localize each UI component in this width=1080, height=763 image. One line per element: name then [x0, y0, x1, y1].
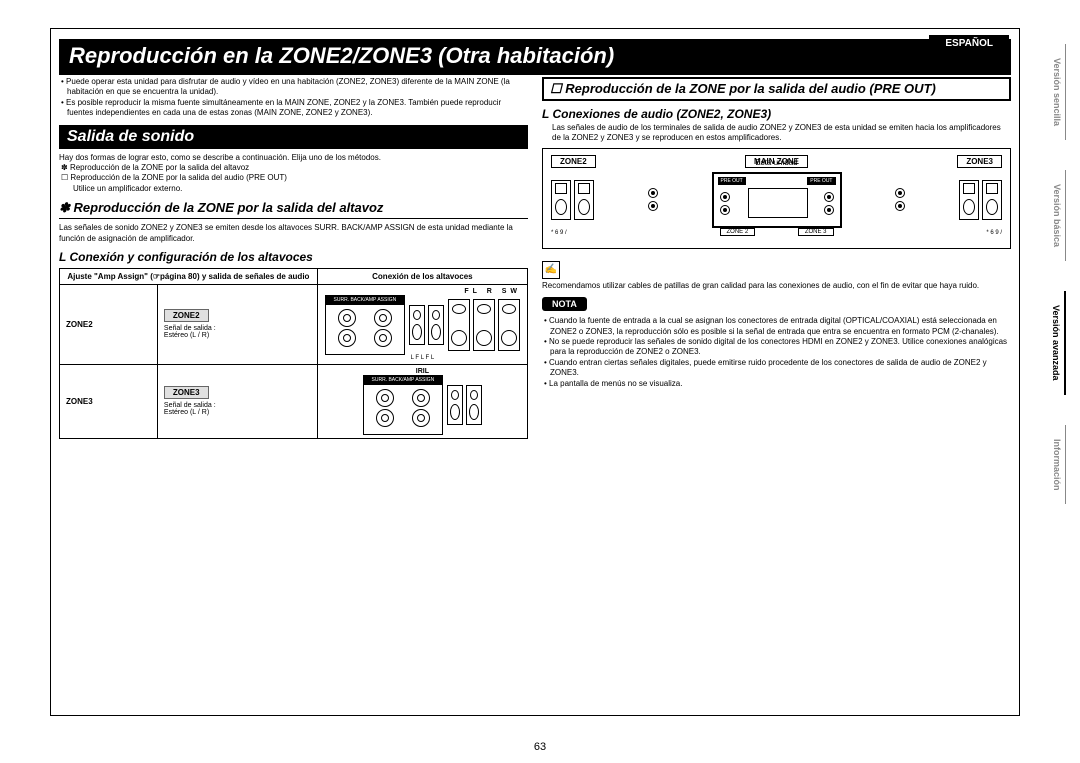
sub-l2-body: Las señales de audio de los terminales d…: [542, 123, 1011, 144]
side-tab-basica[interactable]: Versión básica: [1048, 170, 1066, 261]
language-tab: ESPAÑOL: [929, 35, 1009, 52]
page: ESPAÑOL Reproducción en la ZONE2/ZONE3 (…: [0, 0, 1080, 763]
lr-labels: L F L F L: [324, 355, 521, 361]
left-column: • Puede operar esta unidad para disfruta…: [59, 77, 528, 439]
side-tab-sencilla[interactable]: Versión sencilla: [1048, 44, 1066, 140]
th-amp-assign: Ajuste "Amp Assign" (☞página 80) y salid…: [60, 268, 318, 284]
nota-text: Cuando entran ciertas señales digitales,…: [549, 358, 987, 377]
salida-option: ✽ Reproducción de la ZONE por la salida …: [59, 163, 528, 173]
connection-row: Esta unidad PRE OUT PRE OUT ZONE 2 ZONE …: [551, 172, 1002, 228]
nota-bullet: • Cuando la fuente de entrada a la cual …: [542, 316, 1011, 337]
salida-opt-note: Utilice un amplificador externo.: [59, 184, 528, 194]
nota-label: NOTA: [542, 297, 587, 311]
signal-text: Señal de salida : Estéreo (L / R): [164, 402, 311, 416]
amp-caption: SURR. BACK/AMP ASSIGN: [364, 376, 442, 385]
two-column-layout: • Puede operar esta unidad para disfruta…: [59, 77, 1011, 439]
config-table: Ajuste "Amp Assign" (☞página 80) y salid…: [59, 268, 528, 439]
hand-note-row: ✍: [542, 255, 1011, 279]
subhead-star: ✽ Reproducción de la ZONE por la salida …: [59, 200, 528, 219]
zone3-speakers: [959, 180, 1002, 220]
rca-pair: [648, 188, 658, 211]
th-conexion: Conexión de los altavoces: [317, 268, 527, 284]
table-row: ZONE3 ZONE3 Señal de salida : Estéreo (L…: [60, 364, 528, 438]
zone2-speakers: [551, 180, 594, 220]
diag-toplabel: FL R SW: [324, 288, 521, 295]
nota-text: Cuando la fuente de entrada a la cual se…: [549, 316, 999, 335]
speaker-diagram: SURR. BACK/AMP ASSIGN: [324, 375, 521, 435]
speaker-diagram: SURR. BACK/AMP ASSIGN: [324, 295, 521, 355]
subhead-l2: L Conexiones de audio (ZONE2, ZONE3): [542, 107, 1011, 121]
cell-zone: ZONE3: [60, 364, 158, 438]
amp-box: SURR. BACK/AMP ASSIGN: [363, 375, 443, 435]
cell-zone: ZONE2: [60, 284, 158, 364]
side-tab-informacion[interactable]: Información: [1048, 425, 1066, 505]
intro-text-1: Puede operar esta unidad para disfrutar …: [66, 77, 510, 96]
cell-diagram: IRIL SURR. BACK/AMP ASSIGN: [317, 364, 527, 438]
label-zone2: ZONE2: [551, 155, 596, 168]
intro-bullet: • Puede operar esta unidad para disfruta…: [59, 77, 528, 98]
diag-toplabel: IRIL: [324, 368, 521, 375]
zone3-foot: ZONE 3: [798, 228, 834, 236]
opt1: Reproducción de la ZONE por la salida de…: [70, 163, 249, 172]
ref-right: * 6 9 /: [986, 230, 1002, 236]
content-frame: ESPAÑOL Reproducción en la ZONE2/ZONE3 (…: [50, 28, 1020, 716]
opt2: Reproducción de la ZONE por la salida de…: [70, 173, 287, 182]
side-tabs: Versión sencilla Versión básica Versión …: [1048, 44, 1066, 504]
intro-bullet: • Es posible reproducir la misma fuente …: [59, 98, 528, 119]
preout-chip: PRE OUT: [807, 177, 835, 185]
subhead-box: ☐ Reproducción de la ZONE por la salida …: [542, 77, 1011, 101]
nota-text: La pantalla de menús no se visualiza.: [549, 379, 682, 388]
cell-diagram: FL R SW SURR. BACK/AMP ASSIGN L F L F L: [317, 284, 527, 364]
table-row: ZONE2 ZONE2 Señal de salida : Estéreo (L…: [60, 284, 528, 364]
preout-chip: PRE OUT: [718, 177, 746, 185]
main-title: Reproducción en la ZONE2/ZONE3 (Otra hab…: [59, 39, 1011, 75]
cell-chip-signal: ZONE2 Señal de salida : Estéreo (L / R): [157, 284, 317, 364]
main-unit-label: Esta unidad: [712, 158, 842, 167]
intro-text-2: Es posible reproducir la misma fuente si…: [66, 98, 501, 117]
nota-text: No se puede reproducir las señales de so…: [549, 337, 1007, 356]
amp-caption: SURR. BACK/AMP ASSIGN: [326, 296, 404, 305]
page-number: 63: [0, 741, 1080, 753]
main-unit-wrap: Esta unidad PRE OUT PRE OUT ZONE 2 ZONE …: [712, 172, 842, 228]
subhead-l1: L Conexión y configuración de los altavo…: [59, 250, 528, 264]
ref-left: * 6 9 /: [551, 230, 567, 236]
amp-box: SURR. BACK/AMP ASSIGN: [325, 295, 405, 355]
main-unit: PRE OUT PRE OUT ZONE 2 ZONE 3: [712, 172, 842, 228]
zone2-foot: ZONE 2: [720, 228, 756, 236]
side-tab-avanzada[interactable]: Versión avanzada: [1048, 291, 1066, 395]
substar-body: Las señales de sonido ZONE2 y ZONE3 se e…: [59, 223, 528, 244]
nota-bullet: • La pantalla de menús no se visualiza.: [542, 379, 1011, 389]
rca-pair: [895, 188, 905, 211]
nota-bullet: • Cuando entran ciertas señales digitale…: [542, 358, 1011, 379]
salida-intro: Hay dos formas de lograr esto, como se d…: [59, 153, 528, 163]
zone-chip: ZONE2: [164, 309, 209, 322]
signal-text: Señal de salida : Estéreo (L / R): [164, 325, 311, 339]
ref-row: * 6 9 / * 6 9 /: [551, 228, 1002, 236]
hand-note-text: Recomendamos utilizar cables de patillas…: [542, 281, 1011, 291]
section-salida-title: Salida de sonido: [59, 125, 528, 149]
right-column: ☐ Reproducción de la ZONE por la salida …: [542, 77, 1011, 439]
nota-bullet: • No se puede reproducir las señales de …: [542, 337, 1011, 358]
cell-chip-signal: ZONE3 Señal de salida : Estéreo (L / R): [157, 364, 317, 438]
label-zone3: ZONE3: [957, 155, 1002, 168]
connection-diagram: ZONE2 MAIN ZONE ZONE3 Esta unidad PRE OU…: [542, 148, 1011, 249]
hand-icon: ✍: [542, 261, 560, 279]
salida-option: ☐ Reproducción de la ZONE por la salida …: [59, 173, 528, 183]
zone-chip: ZONE3: [164, 386, 209, 399]
